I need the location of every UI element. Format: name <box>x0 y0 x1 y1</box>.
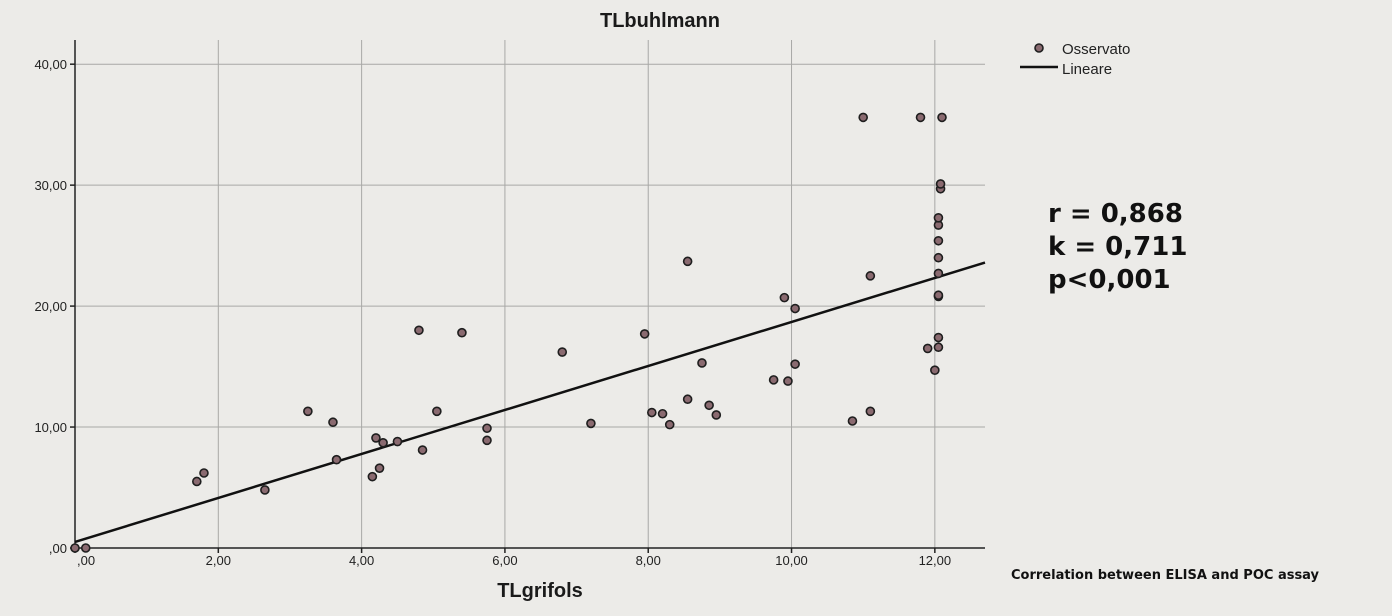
data-point <box>417 445 428 455</box>
data-point <box>371 433 381 443</box>
data-point <box>682 394 693 405</box>
x-tick-label: 6,00 <box>492 553 517 568</box>
data-point <box>930 365 940 376</box>
data-point <box>933 268 944 279</box>
data-point <box>664 419 675 430</box>
data-point <box>865 271 876 281</box>
data-point <box>192 476 202 487</box>
data-point <box>392 436 403 447</box>
data-point <box>482 423 492 434</box>
y-tick-label: ,00 <box>49 541 67 556</box>
data-point <box>374 463 385 473</box>
data-point <box>922 343 933 354</box>
legend-label-lineare: Lineare <box>1062 61 1112 78</box>
data-point <box>783 376 793 386</box>
x-tick-labels: ,00 2,00 4,00 6,00 8,00 10,00 12,00 <box>74 548 952 568</box>
x-tick-label: 12,00 <box>919 553 952 568</box>
data-point <box>935 179 946 189</box>
data-point <box>331 454 342 465</box>
data-point <box>933 252 944 263</box>
data-point <box>199 468 209 478</box>
data-point <box>457 327 467 338</box>
data-point <box>768 375 779 385</box>
stat-r: r = 0,868 <box>1048 199 1183 229</box>
data-point <box>432 406 442 417</box>
data-point <box>704 400 714 411</box>
legend: Osservato Lineare <box>1020 41 1130 78</box>
legend-point-marker <box>1034 43 1044 53</box>
stat-k: k = 0,711 <box>1048 232 1188 262</box>
data-point <box>80 543 91 553</box>
grid <box>75 40 985 548</box>
x-axis-title: TLgrifols <box>497 580 583 602</box>
data-point <box>367 471 378 482</box>
data-point <box>779 292 790 303</box>
fit-line <box>74 261 986 544</box>
x-tick-label: ,00 <box>77 553 95 568</box>
data-point <box>328 417 338 428</box>
data-point <box>657 408 668 419</box>
data-point <box>933 290 944 301</box>
data-point <box>414 325 424 336</box>
data-point <box>865 406 876 417</box>
data-point <box>682 256 693 267</box>
stat-p: p<0,001 <box>1048 265 1171 295</box>
x-tick-label: 4,00 <box>349 553 374 568</box>
data-point <box>933 342 944 353</box>
chart-title: TLbuhlmann <box>600 10 720 32</box>
data-point <box>482 435 492 446</box>
data-point <box>557 347 568 357</box>
figure-caption: Correlation between ELISA and POC assay <box>1011 568 1320 583</box>
data-point <box>260 485 270 495</box>
axes <box>74 40 985 549</box>
data-point <box>586 418 596 429</box>
data-point <box>858 112 868 123</box>
x-tick-label: 2,00 <box>206 553 231 568</box>
stats-annotation: r = 0,868 k = 0,711 p<0,001 <box>1048 198 1187 297</box>
y-tick-label: 40,00 <box>34 57 67 72</box>
x-tick-label: 8,00 <box>636 553 661 568</box>
y-tick-label: 30,00 <box>34 178 67 193</box>
data-point <box>697 358 707 368</box>
data-point <box>847 416 858 426</box>
data-point <box>933 235 944 246</box>
data-point <box>790 359 800 369</box>
data-point <box>933 213 944 223</box>
data-point <box>790 303 800 314</box>
y-tick-label: 20,00 <box>34 299 67 314</box>
data-point <box>639 329 650 339</box>
data-point <box>647 407 657 418</box>
y-tick-label: 10,00 <box>34 420 67 435</box>
fit-line-layer <box>74 261 986 544</box>
data-point <box>933 332 944 343</box>
data-points <box>70 112 947 553</box>
data-point <box>915 112 926 123</box>
data-point <box>711 410 722 420</box>
x-tick-label: 10,00 <box>775 553 808 568</box>
data-point <box>70 543 80 553</box>
y-tick-labels: ,00 10,00 20,00 30,00 40,00 <box>34 57 75 556</box>
legend-label-osservato: Osservato <box>1062 41 1130 58</box>
data-point <box>937 112 947 123</box>
data-point <box>378 437 388 448</box>
data-point <box>303 406 313 417</box>
